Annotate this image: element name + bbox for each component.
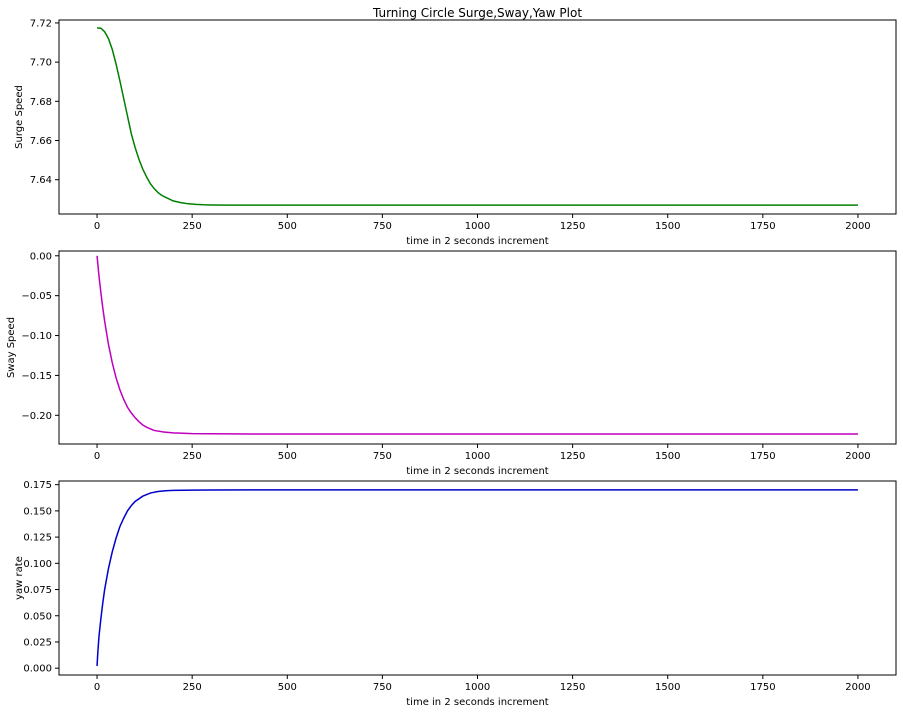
series-line-1-1	[96, 27, 858, 206]
y-axis-label: Sway Speed	[6, 317, 17, 378]
x-tick-label: 1250	[560, 682, 585, 693]
x-tick-label: 250	[183, 451, 202, 462]
y-axis-label: yaw rate	[14, 556, 25, 600]
x-tick-label: 750	[373, 451, 392, 462]
y-tick-label: 7.70	[30, 58, 52, 69]
series-line-2-1	[96, 255, 858, 435]
y-tick-label: 0.00	[30, 251, 52, 262]
x-tick-label: 2000	[845, 451, 870, 462]
axes-frame	[58, 250, 897, 445]
subplot-2: 0 250 500 750 1000 1250 1500 1750 2000 0.00 −0.05 −…	[6, 250, 897, 477]
figure-title: Turning Circle Surge,Sway,Yaw Plot	[372, 6, 582, 20]
x-tick-label: 1500	[655, 451, 680, 462]
x-tick-label: 250	[183, 221, 202, 232]
series-line-3-1	[96, 489, 858, 667]
y-tick-label: 0.050	[23, 611, 52, 622]
x-tick-label: 1750	[750, 221, 775, 232]
x-tick-label: 2000	[845, 221, 870, 232]
x-tick-label: 1500	[655, 682, 680, 693]
x-tick-label: 1000	[465, 451, 490, 462]
x-tick-label: 1750	[750, 451, 775, 462]
x-tick-label: 750	[373, 221, 392, 232]
y-tick-label: 0.125	[23, 533, 52, 544]
x-tick-label: 0	[94, 451, 100, 462]
y-tick-label: 7.64	[30, 175, 52, 186]
x-tick-label: 500	[278, 221, 297, 232]
x-tick-label: 1500	[655, 221, 680, 232]
x-tick-label: 2000	[845, 682, 870, 693]
y-tick-label: 0.000	[23, 664, 52, 675]
axes-frame	[58, 19, 897, 215]
y-tick-label: 7.72	[30, 18, 52, 29]
x-axis-label: time in 2 seconds increment	[406, 236, 549, 247]
y-tick-label: 0.150	[23, 506, 52, 517]
x-tick-label: 1250	[560, 221, 585, 232]
x-tick-label: 1750	[750, 682, 775, 693]
subplots: 0 250 500 750 1000 1250 1500 1750 2000 7.64 7.66 7.…	[6, 18, 897, 708]
y-tick-label: 7.68	[30, 97, 52, 108]
y-tick-label: 0.075	[23, 585, 52, 596]
subplot-3: 0 250 500 750 1000 1250 1500 1750 2000 0.000 0.025…	[14, 480, 897, 708]
x-tick-label: 750	[373, 682, 392, 693]
x-tick-label: 0	[94, 682, 100, 693]
x-tick-label: 500	[278, 682, 297, 693]
x-axis-label: time in 2 seconds increment	[406, 466, 549, 477]
axes-frame	[58, 480, 897, 676]
y-tick-label: 0.175	[23, 480, 52, 491]
y-tick-label: 0.025	[23, 637, 52, 648]
y-tick-label: 7.66	[30, 136, 52, 147]
y-tick-label: −0.15	[21, 371, 52, 382]
x-tick-label: 500	[278, 451, 297, 462]
y-axis-label: Surge Speed	[14, 85, 25, 149]
y-tick-label: −0.20	[21, 411, 52, 422]
y-tick-label: −0.05	[21, 291, 52, 302]
x-tick-label: 250	[183, 682, 202, 693]
y-tick-label: 0.100	[23, 559, 52, 570]
x-tick-label: 0	[94, 221, 100, 232]
x-tick-label: 1000	[465, 221, 490, 232]
x-tick-label: 1250	[560, 451, 585, 462]
x-tick-label: 1000	[465, 682, 490, 693]
subplot-1: 0 250 500 750 1000 1250 1500 1750 2000 7.64 7.66 7.…	[14, 18, 897, 247]
x-axis-label: time in 2 seconds increment	[406, 697, 549, 708]
y-tick-label: −0.10	[21, 331, 52, 342]
